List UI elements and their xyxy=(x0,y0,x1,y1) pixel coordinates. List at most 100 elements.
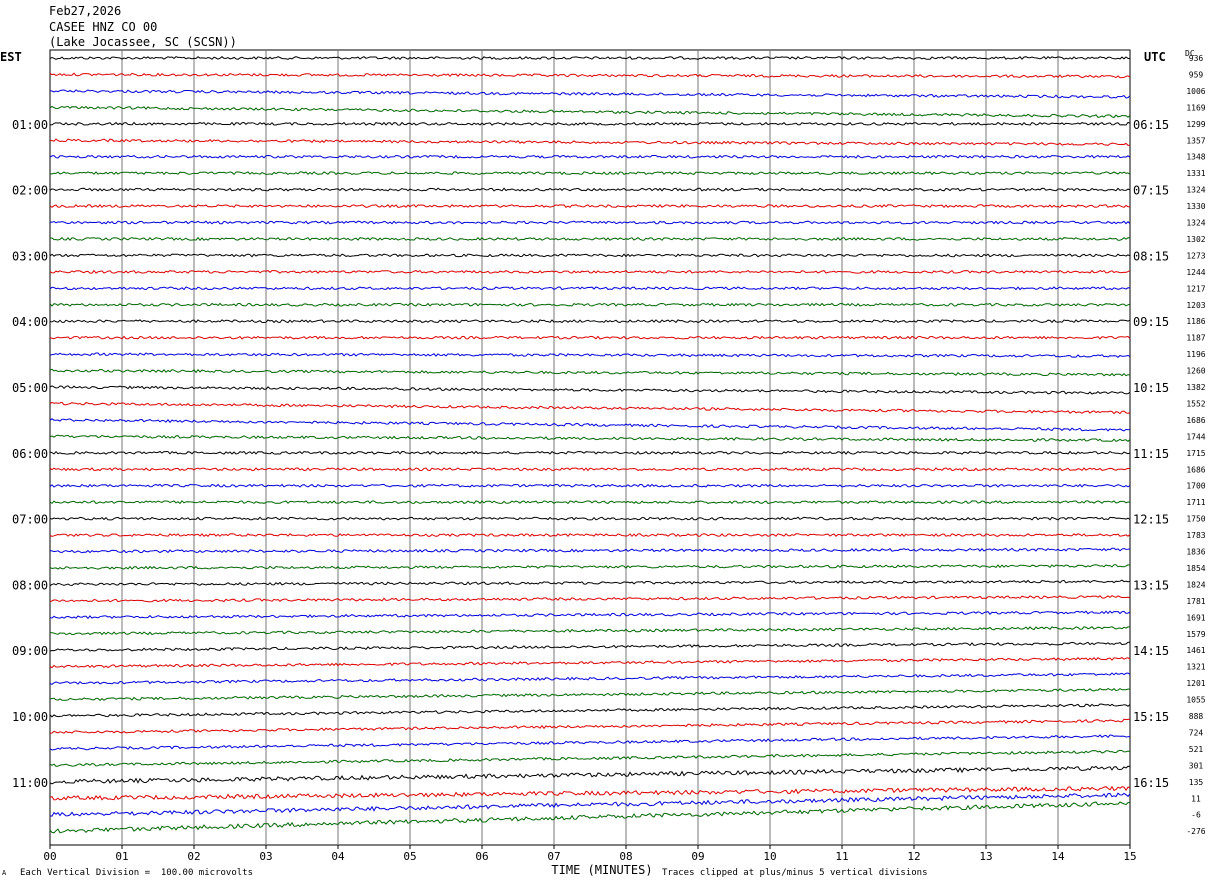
dc-offset-label: 1579 xyxy=(1186,630,1205,639)
right-hour-label: 10:15 xyxy=(1133,381,1169,395)
axis-labels: 00 01 02 03 04 05 06 07 08 09 10 11 12 13 14 15 936 959 10… xyxy=(12,54,1206,863)
x-tick-label: 09 xyxy=(691,850,704,863)
dc-offset-label: 1273 xyxy=(1186,251,1205,260)
x-tick-label: 08 xyxy=(619,850,632,863)
dc-offset-label: -6 xyxy=(1191,811,1201,820)
dc-offset-label: 1244 xyxy=(1186,268,1205,277)
dc-offset-label: 1854 xyxy=(1186,564,1205,573)
x-tick-label: 14 xyxy=(1051,850,1065,863)
trace-row-2 xyxy=(49,72,1131,79)
dc-offset-label: 1750 xyxy=(1186,515,1205,524)
right-hour-label: 13:15 xyxy=(1133,578,1169,592)
trace-row-7 xyxy=(49,154,1131,159)
dc-offset-label: 1824 xyxy=(1186,580,1205,589)
grid xyxy=(49,49,1131,849)
trace-row-1 xyxy=(49,56,1131,60)
trace-row-24 xyxy=(49,434,1131,443)
clip-note: Traces clipped at plus/minus 5 vertical … xyxy=(662,868,928,878)
trace-row-10 xyxy=(49,204,1130,209)
dc-offset-label: 1552 xyxy=(1186,399,1205,408)
trace-row-22 xyxy=(49,401,1131,415)
left-hour-label: 11:00 xyxy=(12,776,48,790)
dc-offset-label: 1783 xyxy=(1186,531,1205,540)
trace-row-28 xyxy=(49,500,1131,505)
dc-offset-label: 135 xyxy=(1189,778,1204,787)
trace-row-31 xyxy=(49,547,1131,554)
station-label: CASEE HNZ CO 00 xyxy=(49,20,158,34)
left-hour-label: 03:00 xyxy=(12,249,48,263)
trace-row-16 xyxy=(49,302,1131,307)
trace-row-13 xyxy=(49,253,1131,258)
x-tick-label: 02 xyxy=(187,850,200,863)
trace-row-12 xyxy=(49,236,1131,241)
left-hour-label: 05:00 xyxy=(12,381,48,395)
dc-offset-label: 1357 xyxy=(1186,136,1205,145)
trace-row-29 xyxy=(49,516,1131,521)
dc-offset-label: 724 xyxy=(1189,728,1204,737)
trace-row-21 xyxy=(49,385,1131,395)
x-tick-label: 13 xyxy=(979,850,992,863)
trace-row-19 xyxy=(49,352,1131,358)
trace-row-27 xyxy=(49,483,1131,488)
dc-offset-label: 1836 xyxy=(1186,548,1205,557)
trace-row-36 xyxy=(49,626,1131,636)
dc-offset-label: 1006 xyxy=(1186,87,1205,96)
dc-offset-label: 1686 xyxy=(1186,416,1205,425)
trace-row-18 xyxy=(49,335,1131,340)
trace-row-11 xyxy=(49,220,1131,225)
right-hour-label: 16:15 xyxy=(1133,776,1169,790)
trace-row-47 xyxy=(49,792,1131,817)
trace-row-30 xyxy=(49,533,1131,538)
dc-offset-label: 1169 xyxy=(1186,103,1205,112)
dc-header-label: DC xyxy=(1185,49,1195,58)
dc-offset-label: 1691 xyxy=(1186,613,1205,622)
scale-note: Each Vertical Division = 100.00 microvol… xyxy=(20,868,253,878)
x-tick-label: 04 xyxy=(331,850,345,863)
x-axis-label: TIME (MINUTES) xyxy=(551,863,652,877)
dc-offset-label: 301 xyxy=(1189,761,1204,770)
left-hour-label: 06:00 xyxy=(12,447,48,461)
trace-row-34 xyxy=(49,594,1131,603)
dc-offset-label: 1715 xyxy=(1186,449,1205,458)
left-hour-label: 01:00 xyxy=(12,118,48,132)
trace-row-46 xyxy=(49,785,1131,801)
dc-offset-label: 1711 xyxy=(1186,498,1205,507)
trace-row-20 xyxy=(49,368,1131,377)
trace-row-26 xyxy=(49,467,1131,472)
right-hour-label: 07:15 xyxy=(1133,184,1169,198)
trace-row-39 xyxy=(49,672,1131,685)
dc-offset-label: 1382 xyxy=(1186,383,1205,392)
dc-offset-label: 1744 xyxy=(1186,432,1205,441)
trace-row-35 xyxy=(49,610,1131,620)
dc-offset-label: 1321 xyxy=(1186,663,1205,672)
dc-offset-label: 1187 xyxy=(1186,334,1205,343)
trace-row-45 xyxy=(49,765,1131,785)
dc-offset-label: 11 xyxy=(1191,794,1201,803)
dc-offset-label: 959 xyxy=(1189,70,1204,79)
trace-row-6 xyxy=(49,138,1131,146)
x-tick-label: 10 xyxy=(763,850,776,863)
trace-row-40 xyxy=(49,687,1131,701)
dc-offset-label: 1330 xyxy=(1186,202,1205,211)
trace-row-23 xyxy=(49,418,1131,432)
trace-row-25 xyxy=(49,450,1131,455)
dc-offset-label: -276 xyxy=(1186,827,1205,836)
dc-offset-label: 1217 xyxy=(1186,284,1205,293)
trace-row-8 xyxy=(49,171,1131,176)
right-hour-label: 06:15 xyxy=(1133,118,1169,132)
dc-offset-label: 1203 xyxy=(1186,301,1205,310)
dc-offset-label: 1055 xyxy=(1186,696,1205,705)
trace-row-37 xyxy=(49,641,1131,652)
trace-row-44 xyxy=(49,749,1131,767)
right-hour-label: 12:15 xyxy=(1133,513,1169,527)
trace-row-15 xyxy=(49,286,1131,291)
trace-row-43 xyxy=(49,734,1131,751)
right-timezone-label: UTC xyxy=(1144,50,1166,64)
left-hour-label: 07:00 xyxy=(12,513,48,527)
left-hour-label: 04:00 xyxy=(12,315,48,329)
x-tick-label: 00 xyxy=(43,850,56,863)
trace-row-5 xyxy=(49,121,1131,126)
x-tick-label: 05 xyxy=(403,850,416,863)
dc-offset-label: 1299 xyxy=(1186,120,1205,129)
